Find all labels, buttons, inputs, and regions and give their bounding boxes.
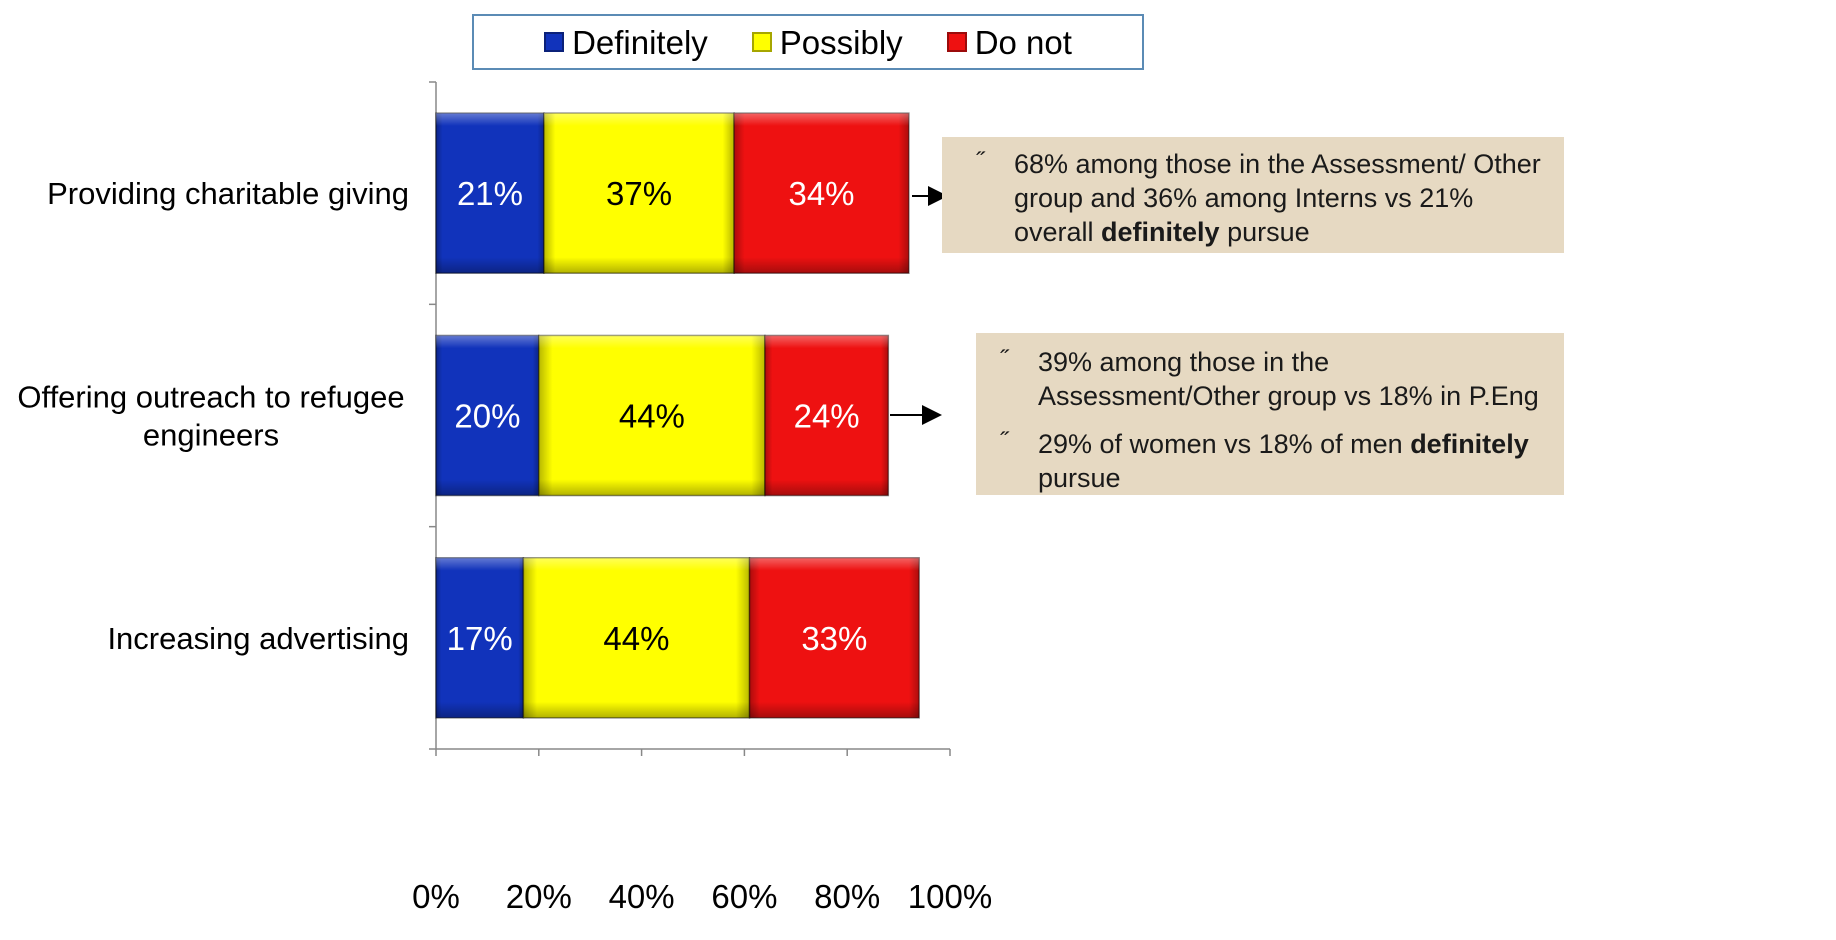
legend: Definitely Possibly Do not (472, 14, 1144, 70)
callout-box: ˝ 39% among those in the Assessment/Other… (976, 333, 1564, 495)
bar-bevel (538, 335, 765, 496)
bullet-mark: ˝ (1000, 346, 1008, 373)
bar-bevel (436, 557, 524, 718)
callout-box: ˝ 68% among those in the Assessment/ Othe… (942, 137, 1564, 253)
callout-bullet: ˝ 68% among those in the Assessment/ Othe… (962, 147, 1548, 249)
category-label-line: Increasing advertising (107, 621, 409, 656)
callout-emphasis: definitely (1101, 217, 1220, 247)
data-label: 21% (457, 175, 523, 212)
callout-text: 68% among those in the Assessment/ Other… (1014, 149, 1541, 247)
category-label-line: Providing charitable giving (47, 176, 409, 211)
data-label: 44% (603, 620, 669, 657)
bullet-mark: ˝ (1000, 428, 1008, 455)
data-label: 24% (794, 398, 860, 435)
data-label: 33% (801, 620, 867, 657)
callout-emphasis: definitely (1410, 429, 1529, 459)
legend-item: Possibly (751, 23, 903, 61)
data-label: 34% (788, 175, 854, 212)
bullet-mark: ˝ (976, 148, 984, 175)
callout-text: 29% of women vs 18% of men (1038, 429, 1411, 459)
callout-bullet: ˝ 39% among those in the Assessment/Other… (986, 345, 1548, 413)
bar-bevel (543, 113, 735, 274)
legend-swatch (946, 32, 967, 52)
legend-swatch (751, 32, 772, 52)
x-tick-labels: 0% 20% 40% 60% 80% 100% (412, 878, 992, 915)
bars (435, 112, 920, 719)
bar-bevel (749, 557, 920, 718)
data-label: 37% (606, 175, 672, 212)
category-label: Offering outreach to refugee engineers (17, 380, 404, 453)
data-label: 20% (454, 398, 520, 435)
category-label: Increasing advertising (107, 621, 409, 656)
x-tick-label: 20% (506, 878, 572, 915)
callout-bullet: ˝ 29% of women vs 18% of men definitely p… (986, 427, 1548, 495)
category-labels: Providing charitable giving Offering outr… (17, 176, 409, 656)
callout-text: 39% among those in the Assessment/Other … (1038, 347, 1539, 411)
callout-arrows (890, 186, 948, 425)
data-labels: 21% 37% 34% 20% 44% 24% 17% 44% 33% (447, 175, 868, 657)
bar-bevel (436, 335, 539, 496)
x-tick-label: 100% (908, 878, 992, 915)
x-tick-label: 40% (609, 878, 675, 915)
category-label: Providing charitable giving (47, 176, 409, 211)
callout-text: pursue (1219, 217, 1310, 247)
legend-label: Do not (974, 23, 1072, 61)
data-label: 44% (619, 398, 685, 435)
category-label-line: Offering outreach to refugee (17, 380, 404, 415)
legend-item: Do not (946, 23, 1072, 61)
data-label: 17% (447, 620, 513, 657)
category-label-line: engineers (143, 418, 279, 453)
bar-bevel (764, 335, 889, 496)
bar-bevel (734, 113, 909, 274)
legend-item: Definitely (544, 26, 708, 59)
bar-bevel (523, 557, 750, 718)
x-tick-label: 0% (412, 878, 460, 915)
legend-label: Definitely (572, 23, 708, 61)
bar-bevel (436, 113, 544, 274)
legend-label: Possibly (779, 23, 903, 61)
x-tick-label: 80% (814, 878, 880, 915)
x-tick-label: 60% (711, 878, 777, 915)
callout-text: pursue (1038, 463, 1121, 493)
legend-swatch (544, 32, 565, 52)
